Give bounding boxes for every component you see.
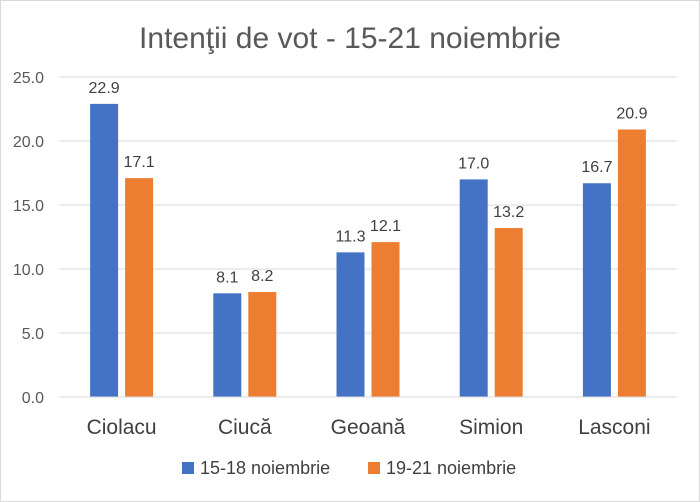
- data-label: 17.1: [124, 154, 155, 171]
- legend-label: 15-18 noiembrie: [200, 458, 330, 478]
- bar-series2: [125, 178, 154, 397]
- bar-series2: [494, 228, 523, 397]
- bar-series1: [90, 103, 119, 397]
- legend: 15-18 noiembrie 19-21 noiembrie: [182, 458, 516, 478]
- bars: [90, 103, 646, 398]
- bar-series1: [336, 252, 365, 397]
- data-labels: 22.9 17.1 8.1 8.2 11.312.1 17.0 13.2 16.7 20.9: [89, 80, 648, 286]
- data-label: 17.0: [458, 155, 489, 172]
- x-tick-label: Ciucă: [218, 416, 272, 439]
- bar-series1: [459, 179, 488, 397]
- y-tick-label: 20.0: [13, 134, 44, 151]
- y-tick-label: 25.0: [13, 70, 44, 87]
- bar-series2: [617, 129, 646, 398]
- bar-series2: [248, 292, 277, 397]
- x-tick-label: Ciolacu: [87, 416, 157, 439]
- bar-series1: [213, 293, 242, 397]
- data-label: 22.9: [89, 80, 120, 97]
- y-axis: 0.0 5.0 10.0 15.0 20.0 25.0: [13, 70, 44, 407]
- data-label: 20.9: [616, 105, 647, 122]
- legend-label: 19-21 noiembrie: [386, 458, 516, 478]
- data-label: 13.2: [493, 204, 524, 221]
- y-tick-label: 5.0: [22, 326, 44, 343]
- x-tick-label: Simion: [459, 416, 523, 439]
- data-label: 16.7: [581, 159, 612, 176]
- y-tick-label: 10.0: [13, 262, 44, 279]
- y-tick-label: 0.0: [22, 390, 44, 407]
- legend-swatch: [368, 462, 380, 474]
- bar-series1: [582, 183, 611, 397]
- data-label: 11.3: [336, 228, 366, 245]
- x-tick-label: Lasconi: [578, 416, 650, 439]
- x-tick-label: Geoană: [331, 416, 406, 439]
- chart-title: Intenţii de vot - 15-21 noiembrie: [139, 22, 561, 55]
- x-axis: Ciolacu Ciucă Geoană Simion Lasconi: [60, 396, 676, 439]
- bar-series2: [371, 242, 400, 397]
- data-label: 8.2: [251, 268, 273, 285]
- data-label: 8.1: [216, 269, 238, 286]
- y-tick-label: 15.0: [13, 198, 44, 215]
- legend-swatch: [182, 462, 194, 474]
- data-label: 12.1: [370, 218, 401, 235]
